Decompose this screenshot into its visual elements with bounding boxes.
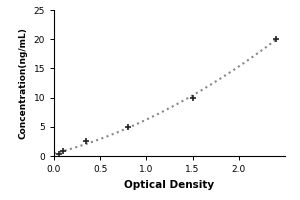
X-axis label: Optical Density: Optical Density [124, 180, 214, 190]
Y-axis label: Concentration(ng/mL): Concentration(ng/mL) [19, 27, 28, 139]
